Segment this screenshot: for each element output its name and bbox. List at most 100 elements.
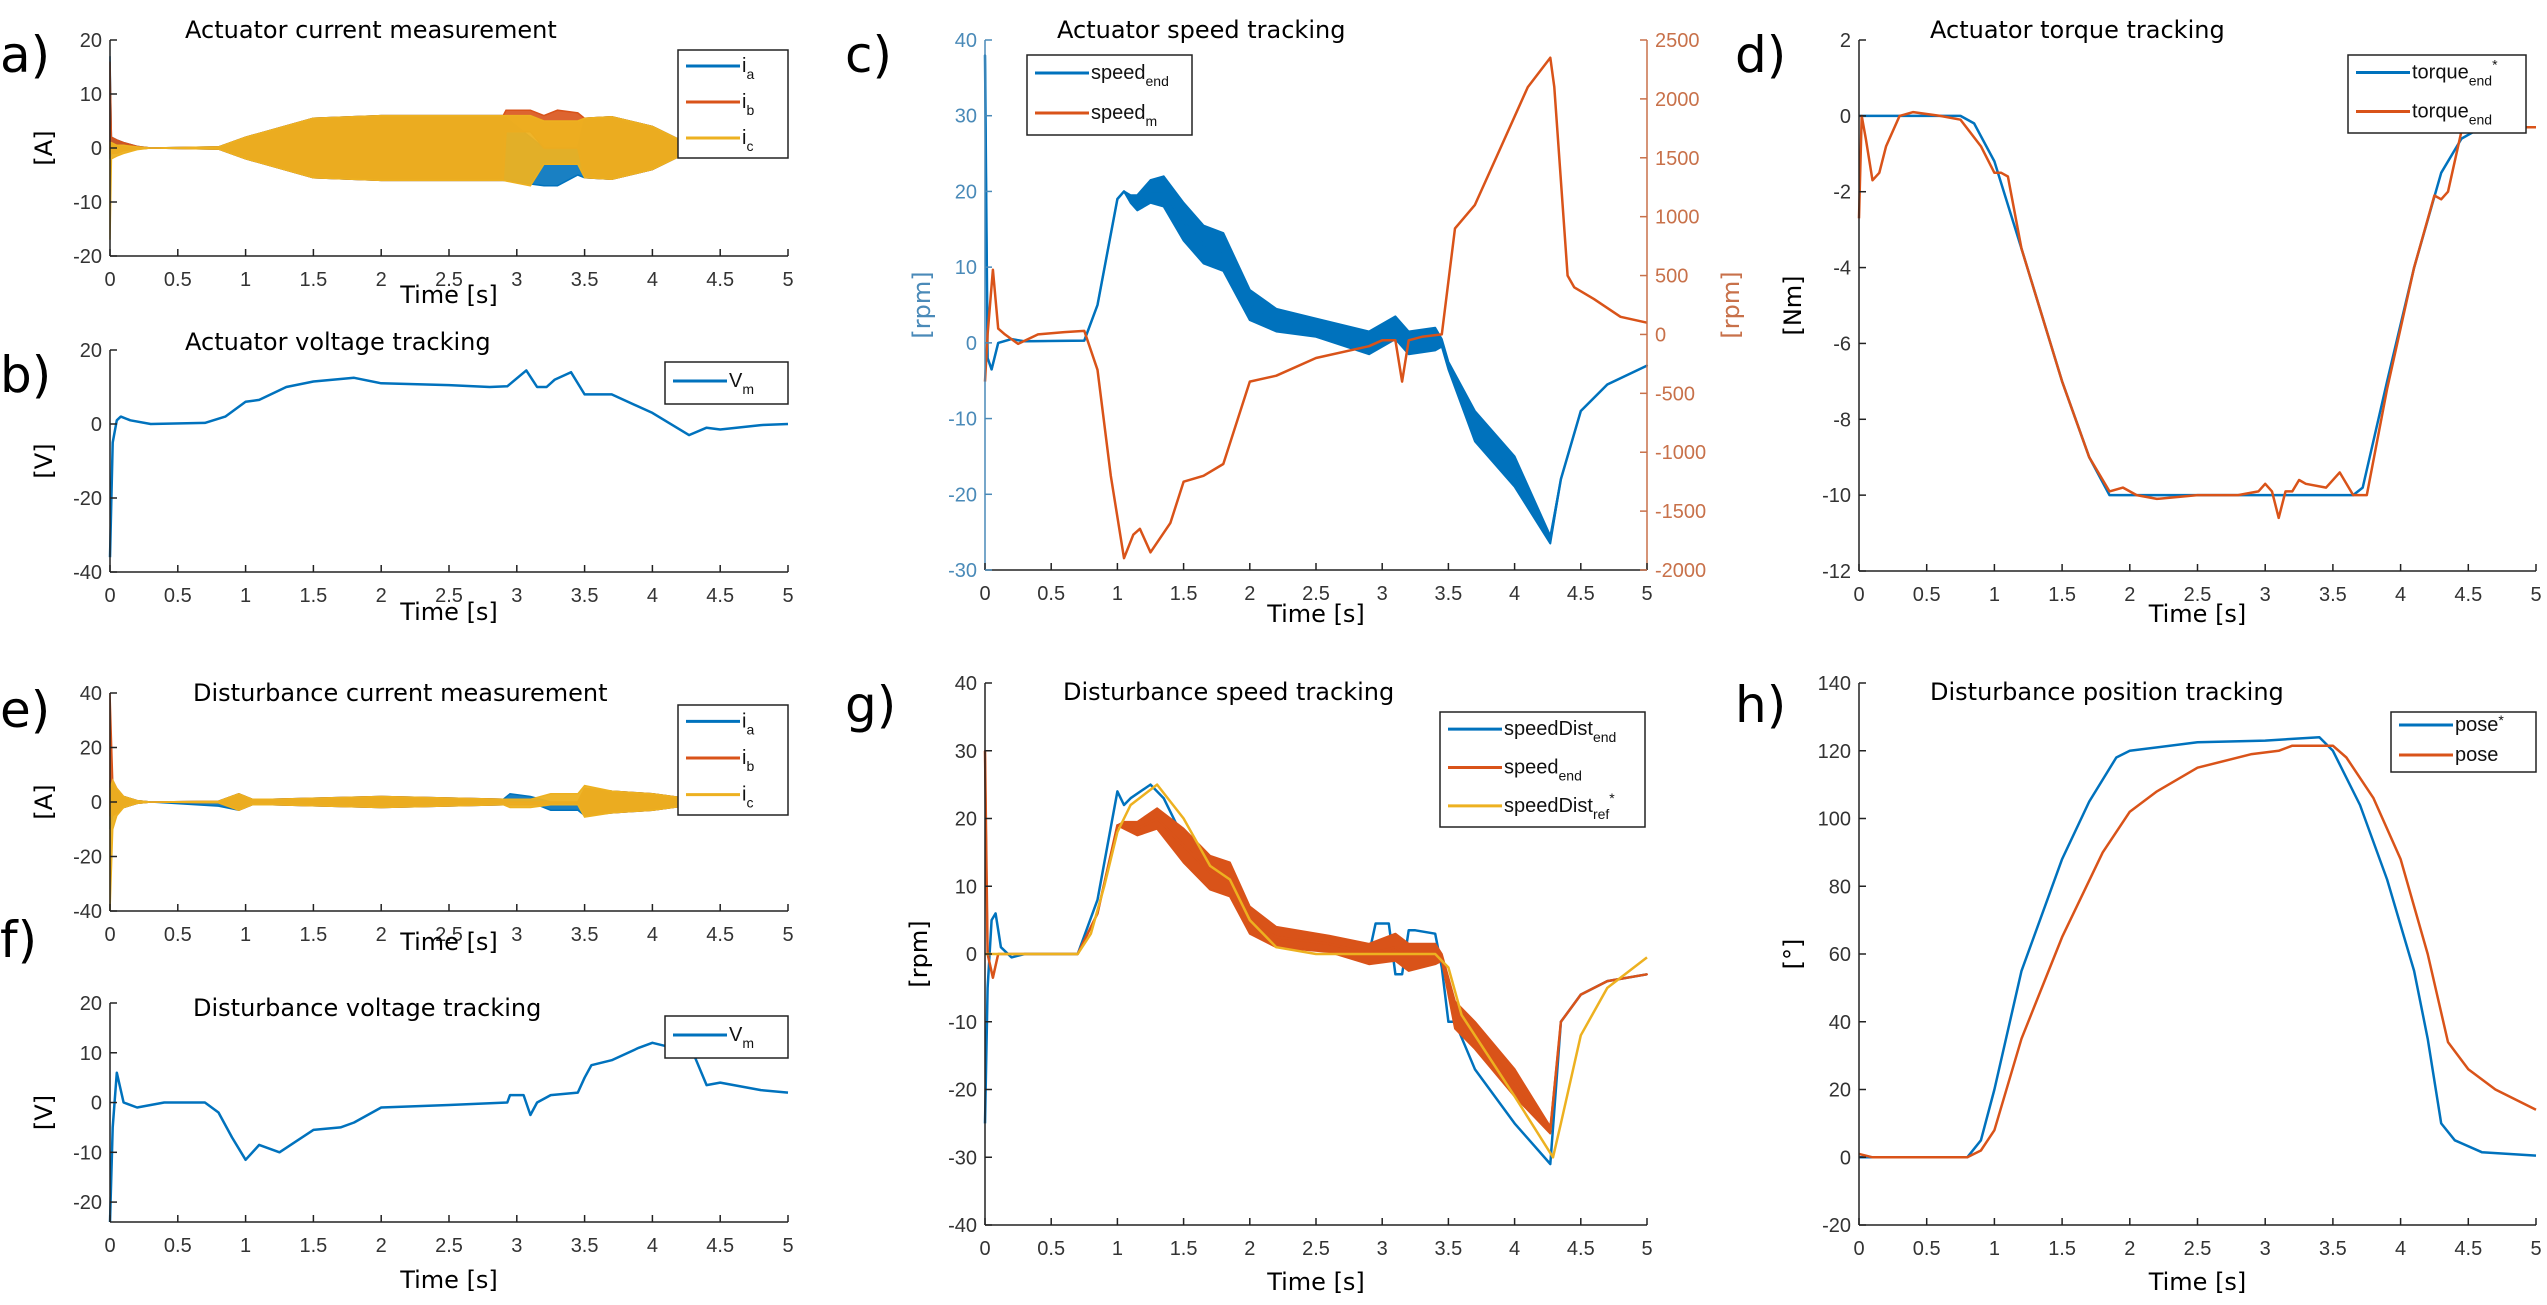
- panel-letter: g): [845, 676, 896, 734]
- legend: Vm: [664, 361, 789, 405]
- y-tick-label: 30: [955, 741, 977, 763]
- chart-title: Actuator current measurement: [185, 16, 557, 44]
- legend-entry-subscript: end: [1559, 768, 1582, 784]
- y-tick-label: 20: [1829, 1080, 1851, 1102]
- panel-d: d) Actuator torque tracking 0 0.5 1 1.5 2 2.5 3 3…: [1735, 16, 2542, 628]
- x-tick-label: 2: [1244, 1238, 1255, 1260]
- chart-title: Disturbance voltage tracking: [193, 994, 541, 1022]
- y-tick-label: -20: [73, 246, 102, 268]
- legend-entry-subscript: end: [2469, 112, 2492, 128]
- y-tick-label: -2: [1833, 182, 1851, 204]
- series-v-m: [108, 1041, 789, 1223]
- legend-entry-name: i: [742, 784, 746, 806]
- x-tick-label: 1: [240, 1235, 251, 1257]
- legend-entry-name: i: [742, 710, 746, 732]
- legend-entry: ic: [742, 127, 753, 154]
- legend-entry-name: speedDist: [1504, 718, 1593, 740]
- legend-entry: Vm: [729, 1024, 754, 1051]
- chart-title: Disturbance speed tracking: [1063, 678, 1394, 706]
- y-tick-label: -10: [948, 409, 977, 431]
- series-torque-end-star: [1859, 114, 2536, 497]
- panel-h: h) Disturbance position tracking 0 0.5 1 1.5 2…: [1735, 673, 2542, 1296]
- legend-entry-subscript: b: [746, 102, 754, 118]
- x-tick-label: 4.5: [706, 924, 734, 946]
- x-tick-label: 2.5: [1302, 1238, 1330, 1260]
- x-tick-label: 1.5: [299, 924, 327, 946]
- legend-box: [677, 704, 789, 816]
- legend-entry: Vm: [729, 370, 754, 397]
- x-tick-label: 3: [511, 585, 522, 607]
- y-tick-label: 0: [91, 414, 102, 436]
- y-tick-label: -20: [948, 1080, 977, 1102]
- x-tick-label: 1.5: [1170, 1238, 1198, 1260]
- x-tick-label: 2: [376, 269, 387, 291]
- chart-title: Actuator voltage tracking: [185, 328, 491, 356]
- x-tick-label: 3: [1377, 1238, 1388, 1260]
- x-tick-label: 3.5: [2319, 584, 2347, 606]
- legend-entry-subscript: c: [746, 138, 753, 154]
- x-tick-label: 2: [1244, 583, 1255, 605]
- legend: iai b ic: [677, 49, 789, 159]
- x-axis-label: Time [s]: [399, 1266, 498, 1294]
- y-tick-label-right: 2500: [1655, 30, 1700, 52]
- y-axis-label: [A]: [30, 130, 58, 165]
- y-tick-label: -10: [1822, 485, 1851, 507]
- y-tick-label-right: -1000: [1655, 442, 1706, 464]
- legend: pose*pose: [2390, 711, 2537, 773]
- chart-title: Disturbance position tracking: [1930, 678, 2284, 706]
- x-tick-label: 1: [1989, 1238, 2000, 1260]
- y-tick-label: -40: [948, 1215, 977, 1237]
- x-tick-label: 4.5: [1567, 583, 1595, 605]
- x-tick-label: 1: [240, 924, 251, 946]
- y-tick-label: 20: [955, 181, 977, 203]
- y-tick-label-right: 0: [1655, 324, 1666, 346]
- series-group: [983, 749, 1648, 1166]
- y-axis-label-right: [rpm]: [1717, 271, 1745, 338]
- series-pose: [1858, 744, 2537, 1159]
- x-tick-label: 2: [376, 585, 387, 607]
- y-tick-label: 40: [80, 683, 102, 705]
- panel-f: f) Disturbance voltage tracking 0 0.5 1 1.5 2 2…: [0, 911, 794, 1294]
- x-tick-label: 5: [782, 924, 793, 946]
- legend-entry: ia: [742, 55, 754, 82]
- x-tick-label: 3: [511, 269, 522, 291]
- x-tick-label: 5: [782, 269, 793, 291]
- legend-entry-name: speedDist: [1504, 795, 1593, 817]
- series-group: [108, 1041, 789, 1223]
- legend-box: [1026, 54, 1193, 136]
- legend-entry-name: i: [742, 55, 746, 77]
- legend-entry: speedDistend: [1504, 718, 1616, 745]
- x-tick-label: 4.5: [706, 269, 734, 291]
- y-tick-label: 80: [1829, 876, 1851, 898]
- y-tick-label: 20: [80, 30, 102, 52]
- y-tick-label: -10: [948, 1012, 977, 1034]
- x-tick-label: 5: [782, 1235, 793, 1257]
- chart-title: Disturbance current measurement: [193, 679, 608, 707]
- x-axis-label: Time [s]: [399, 928, 498, 956]
- legend-entry: speedDistref*: [1504, 790, 1615, 822]
- x-tick-label: 2.5: [2184, 1238, 2212, 1260]
- legend-entry: pose: [2455, 744, 2498, 766]
- x-tick-label: 3.5: [571, 269, 599, 291]
- legend-entry-subscript: m: [1146, 113, 1158, 129]
- y-axis-label: [rpm]: [908, 271, 936, 338]
- y-tick-label: 10: [80, 84, 102, 106]
- x-tick-label: 2.5: [435, 269, 463, 291]
- y-tick-label: -4: [1833, 258, 1851, 280]
- x-tick-label: 0: [979, 1238, 990, 1260]
- x-tick-label: 0.5: [1913, 584, 1941, 606]
- x-tick-label: 0: [979, 583, 990, 605]
- y-tick-label: 30: [955, 106, 977, 128]
- y-tick-label: 20: [80, 738, 102, 760]
- legend-entry-subscript: m: [742, 381, 754, 397]
- x-tick-label: 0.5: [164, 924, 192, 946]
- legend: Vm: [664, 1015, 789, 1059]
- x-tick-label: 4: [1509, 583, 1520, 605]
- legend-entry-name: pose: [2455, 744, 2498, 766]
- legend-entry-subscript: a: [746, 721, 754, 737]
- x-tick-label: 0.5: [164, 1235, 192, 1257]
- y-tick-label: 20: [955, 809, 977, 831]
- x-tick-label: 2.5: [435, 585, 463, 607]
